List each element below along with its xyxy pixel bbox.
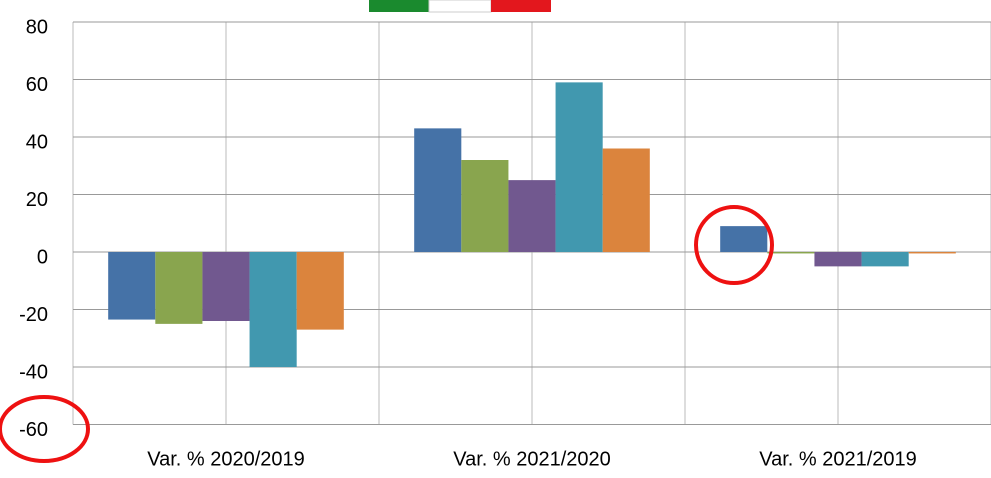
bar [414, 128, 462, 252]
highlight-circle [694, 205, 774, 285]
bar [908, 252, 956, 254]
highlight-circle [0, 395, 90, 463]
plot-area: -60 -40 -20 0 20 40 60 80 Var. % 2020/2019 Var. %… [19, 16, 991, 470]
bar [155, 252, 203, 324]
x-tick-label: Var. % 2021/2019 [759, 448, 917, 470]
flag-white [428, 0, 492, 13]
bar [249, 252, 297, 367]
y-tick-label: -40 [19, 361, 48, 383]
bar [720, 226, 768, 252]
flag-green [369, 0, 429, 12]
y-tick-label: 60 [26, 74, 48, 96]
flag-red [491, 0, 551, 12]
flag [369, 0, 551, 13]
y-tick-label: -20 [19, 304, 48, 326]
y-tick-label: -60 [19, 419, 48, 441]
bar [296, 252, 344, 330]
y-tick-label: 40 [26, 131, 48, 153]
bar [602, 148, 650, 252]
y-tick-label: 80 [26, 16, 48, 38]
bar [767, 252, 815, 254]
bar [461, 160, 509, 252]
bar [555, 82, 603, 252]
x-tick-label: Var. % 2021/2020 [453, 448, 611, 470]
x-tick-label: Var. % 2020/2019 [147, 448, 305, 470]
y-tick-label: 20 [26, 189, 48, 211]
bar [508, 180, 556, 252]
bar [814, 252, 862, 267]
bar [108, 252, 156, 320]
bar [861, 252, 909, 267]
bar [202, 252, 250, 321]
y-tick-label: 0 [37, 246, 48, 268]
